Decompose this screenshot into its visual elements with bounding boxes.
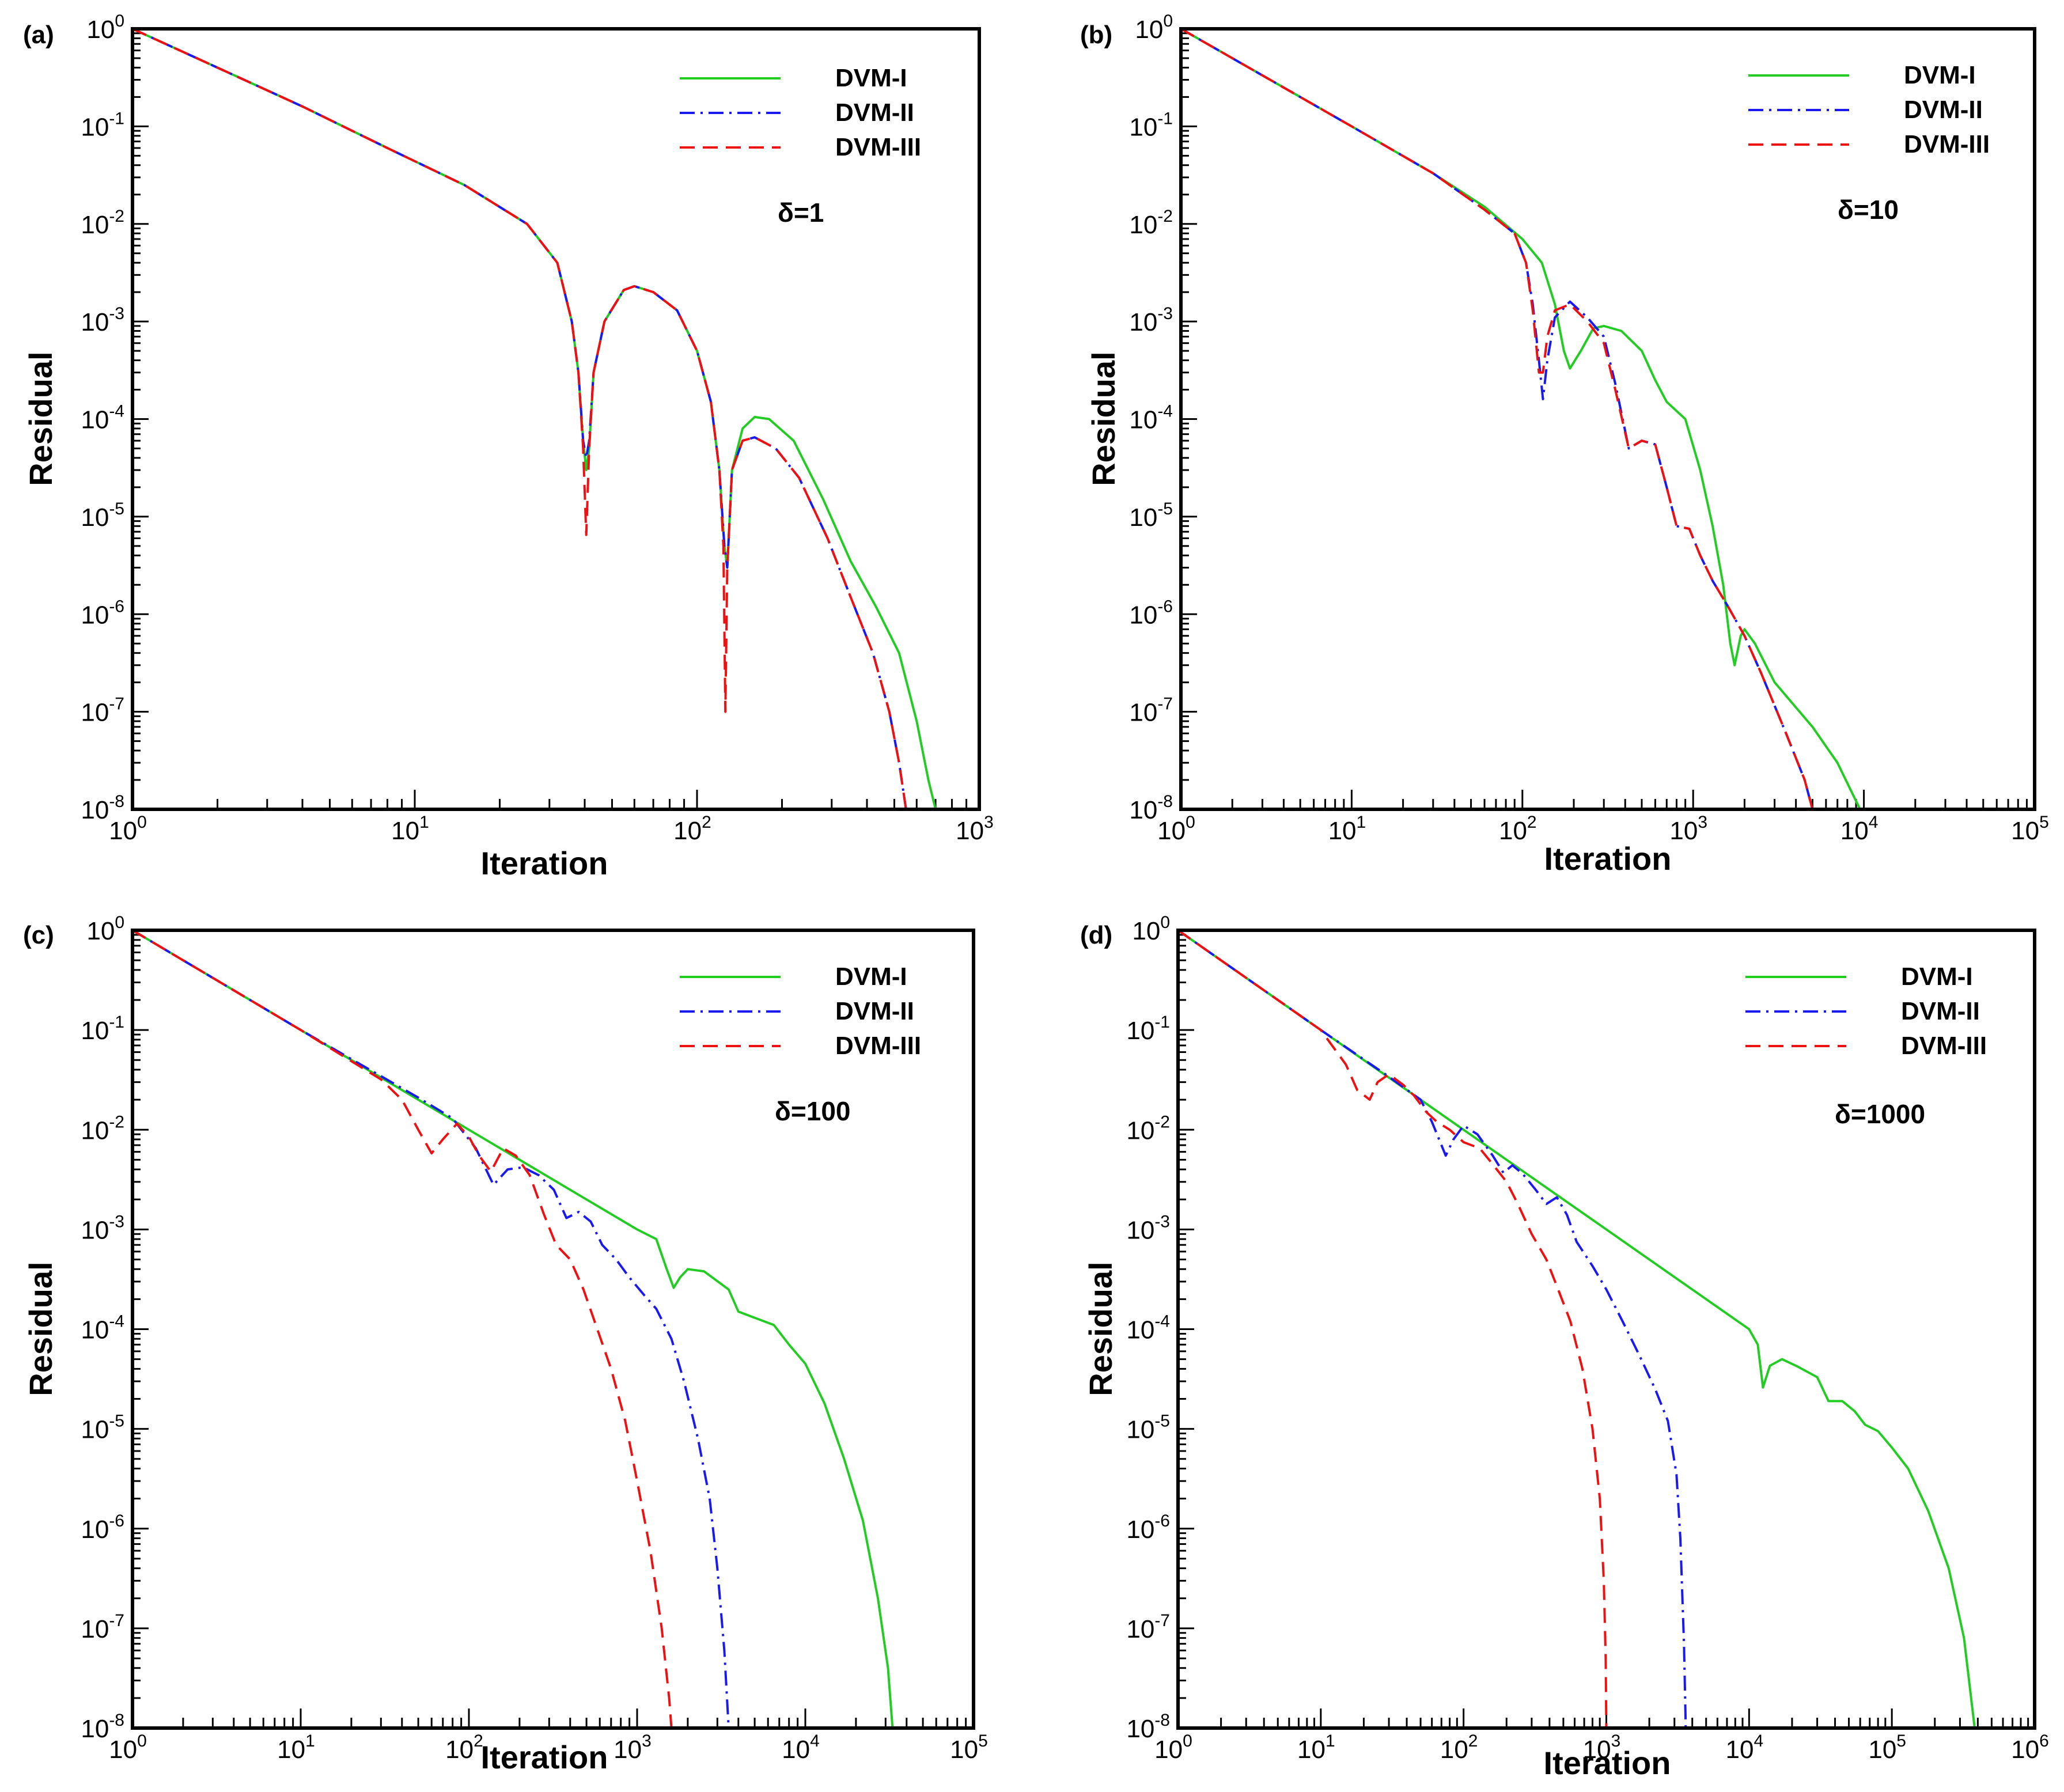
series-dvm-ii-line [1181, 29, 1814, 809]
panel-b-plot-frame [1179, 27, 2036, 811]
y-tick-label: 10-5 [1126, 1412, 1170, 1444]
panel-a-x-axis-label: Iteration [481, 845, 608, 881]
y-tick-label: 100 [86, 12, 124, 44]
panel-a-label: (a) [23, 21, 54, 49]
y-tick-label: 10-4 [81, 1312, 124, 1344]
panel-a: (a) 100 101 102 10310010-110-210-310-410-51… [22, 12, 994, 881]
panel-c: (c) 100 101 102 103 104 10510010-110-210-310-… [22, 913, 988, 1775]
y-tick-label: 10-3 [1126, 1212, 1170, 1244]
panel-a-plot-frame [131, 27, 981, 811]
legend-label: DVM-III [1904, 130, 1990, 158]
panel-a-ticks: 100 101 102 10310010-110-210-310-410-510-61… [81, 12, 993, 845]
y-tick-label: 10-3 [81, 304, 124, 336]
series-dvm-i-line [132, 930, 894, 1728]
legend-label: DVM-I [835, 963, 907, 991]
y-tick-label: 10-7 [81, 695, 124, 727]
panel-b-legend: DVM-I DVM-II DVM-III [1748, 61, 1990, 158]
legend-label: DVM-III [835, 133, 921, 161]
y-tick-label: 10-6 [1129, 597, 1173, 629]
panel-b-curves [1181, 29, 1861, 809]
y-tick-label: 10-6 [1126, 1511, 1170, 1544]
y-tick-label: 10-7 [81, 1611, 124, 1643]
panel-b-label: (b) [1080, 21, 1112, 49]
y-tick-label: 10-4 [1129, 402, 1173, 434]
series-dvm-iii-line [1181, 29, 1814, 809]
y-tick-label: 10-5 [81, 1412, 124, 1444]
panel-d-y-axis-label: Residual [1082, 1261, 1119, 1396]
y-tick-label: 10-7 [1126, 1611, 1170, 1643]
panel-b-delta-annotation: δ=10 [1838, 195, 1899, 225]
panel-a-curves [132, 29, 937, 809]
panel-d-label: (d) [1080, 921, 1112, 949]
legend-label: DVM-II [1904, 96, 1983, 124]
y-tick-label: 10-7 [1129, 695, 1173, 727]
panel-a-y-axis-label: Residual [22, 351, 59, 486]
y-tick-label: 10-8 [1126, 1711, 1170, 1743]
y-tick-label: 100 [1132, 913, 1170, 945]
x-tick-label: 103 [1669, 813, 1707, 845]
y-tick-label: 10-1 [1126, 1013, 1170, 1045]
y-tick-label: 10-2 [1126, 1112, 1170, 1145]
legend-label: DVM-II [835, 98, 914, 127]
y-tick-label: 10-1 [81, 109, 124, 141]
legend-label: DVM-I [1904, 61, 1976, 89]
y-tick-label: 10-5 [1129, 499, 1173, 532]
panel-c-y-axis-label: Residual [22, 1261, 59, 1396]
panel-c-legend: DVM-I DVM-II DVM-III [680, 963, 921, 1060]
legend-label: DVM-I [835, 64, 907, 92]
panel-c-x-axis-label: Iteration [481, 1739, 608, 1775]
legend-label: DVM-II [835, 997, 914, 1025]
series-dvm-ii-line [1178, 930, 1687, 1728]
y-tick-label: 10-1 [81, 1013, 124, 1045]
panel-a-delta-annotation: δ=1 [778, 198, 824, 228]
panel-d-delta-annotation: δ=1000 [1835, 1099, 1925, 1129]
series-dvm-iii-line [132, 930, 673, 1728]
x-tick-label: 105 [2011, 813, 2049, 845]
panel-d-x-axis-label: Iteration [1544, 1745, 1671, 1781]
y-tick-label: 100 [86, 913, 124, 945]
y-tick-label: 10-6 [81, 597, 124, 629]
y-tick-label: 10-2 [1129, 207, 1173, 239]
y-tick-label: 10-4 [1126, 1312, 1170, 1344]
y-tick-label: 10-4 [81, 402, 124, 434]
y-tick-label: 10-2 [81, 1112, 124, 1145]
y-tick-label: 10-8 [81, 792, 124, 824]
panel-d-curves [1178, 930, 1976, 1728]
panel-c-label: (c) [23, 921, 54, 949]
y-tick-label: 10-3 [81, 1212, 124, 1244]
x-tick-label: 100 [1154, 1732, 1192, 1764]
y-tick-label: 10-6 [81, 1511, 124, 1544]
panel-d: (d) 100 101 102 103 104 105 10610010-110-210-3… [1080, 913, 2049, 1781]
x-tick-label: 105 [1868, 1732, 1906, 1764]
panel-d-legend: DVM-I DVM-II DVM-III [1745, 963, 1987, 1060]
series-dvm-i-line [1178, 930, 1976, 1728]
legend-label: DVM-I [1901, 963, 1973, 991]
legend-label: DVM-III [835, 1032, 921, 1060]
panel-b-x-axis-label: Iteration [1544, 840, 1672, 877]
panel-a-legend: DVM-I DVM-II DVM-III [680, 64, 921, 161]
y-tick-label: 10-8 [1129, 792, 1173, 824]
series-dvm-i-line [1181, 29, 1861, 809]
y-tick-label: 10-3 [1129, 304, 1173, 336]
y-tick-label: 100 [1135, 12, 1173, 44]
panel-c-plot-frame [131, 929, 975, 1730]
y-tick-label: 10-2 [81, 207, 124, 239]
panel-b-y-axis-label: Residual [1085, 351, 1122, 486]
y-tick-label: 10-5 [81, 499, 124, 532]
legend-label: DVM-III [1901, 1032, 1987, 1060]
panel-d-plot-frame [1176, 929, 2036, 1730]
legend-label: DVM-II [1901, 997, 1980, 1025]
series-dvm-iii-line [1178, 930, 1608, 1728]
y-tick-label: 10-1 [1129, 109, 1173, 141]
panel-c-curves [132, 930, 894, 1728]
panel-c-delta-annotation: δ=100 [775, 1096, 851, 1126]
series-dvm-iii-line [132, 29, 907, 809]
y-tick-label: 10-8 [81, 1711, 124, 1743]
